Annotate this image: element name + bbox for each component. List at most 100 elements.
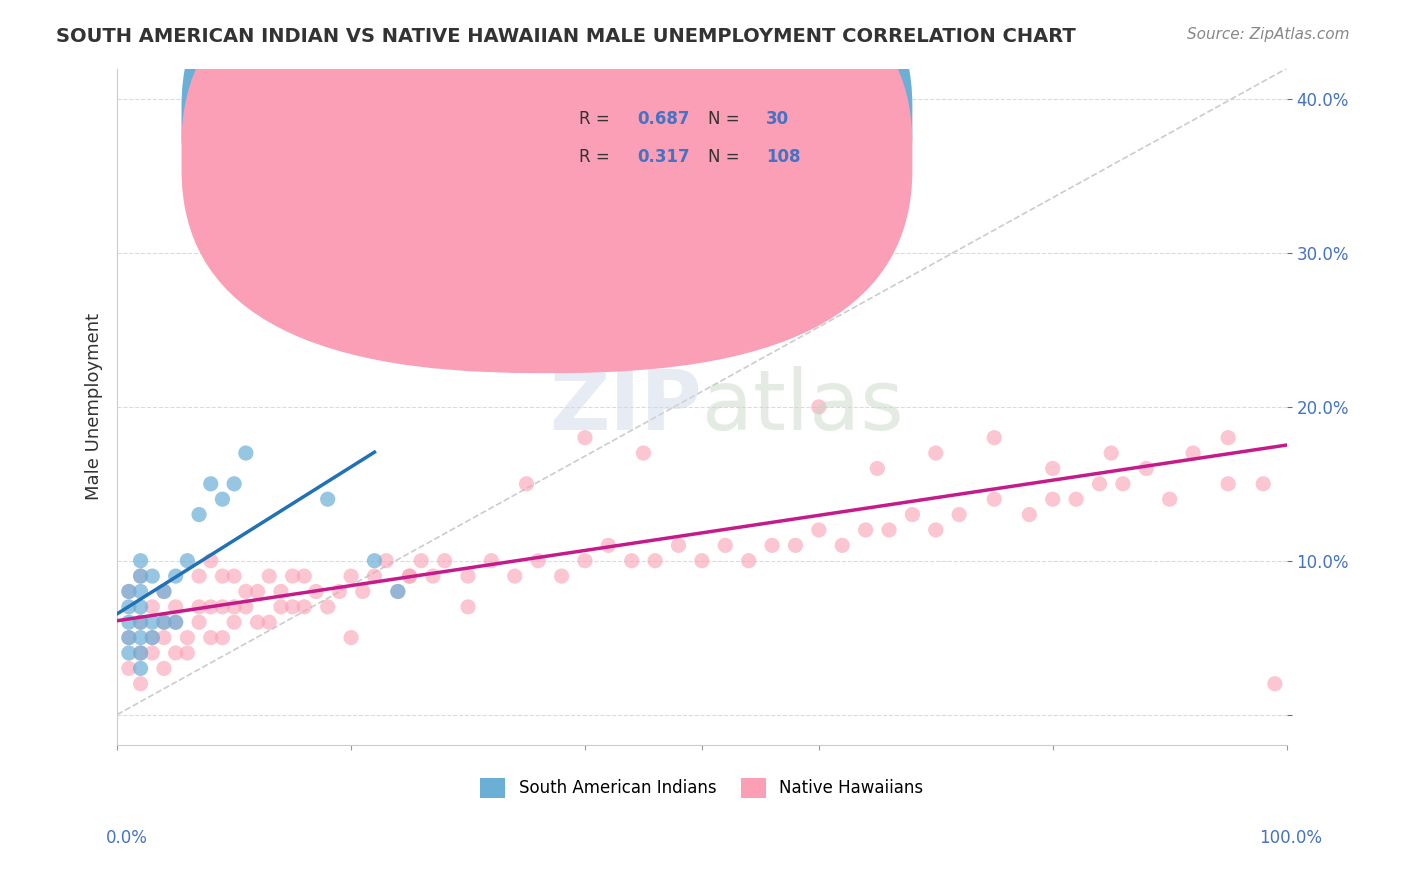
Point xyxy=(807,523,830,537)
Text: 0.0%: 0.0% xyxy=(105,829,148,847)
Point xyxy=(1042,461,1064,475)
Point xyxy=(1159,492,1181,507)
Point xyxy=(527,554,550,568)
Point xyxy=(246,615,269,630)
Text: atlas: atlas xyxy=(702,367,904,448)
Point xyxy=(1264,677,1286,691)
Point xyxy=(411,554,433,568)
Point xyxy=(129,554,152,568)
Point xyxy=(457,569,479,583)
Point xyxy=(129,599,152,614)
Point xyxy=(387,584,409,599)
Point xyxy=(224,615,246,630)
Point xyxy=(211,599,233,614)
Point xyxy=(200,554,222,568)
Point xyxy=(398,569,420,583)
Point xyxy=(620,554,643,568)
Point xyxy=(118,615,141,630)
Point xyxy=(165,646,187,660)
Point xyxy=(246,584,269,599)
Point xyxy=(363,554,385,568)
Text: R =: R = xyxy=(579,147,614,166)
Point xyxy=(200,476,222,491)
Point xyxy=(176,646,198,660)
Point xyxy=(129,646,152,660)
Text: 0.317: 0.317 xyxy=(637,147,690,166)
Point xyxy=(901,508,924,522)
Point xyxy=(141,599,163,614)
Point xyxy=(176,631,198,645)
Point xyxy=(457,599,479,614)
Point xyxy=(257,569,280,583)
Point xyxy=(141,615,163,630)
Point xyxy=(1251,476,1274,491)
Point xyxy=(165,615,187,630)
Point xyxy=(153,584,176,599)
Point xyxy=(714,538,737,552)
Point xyxy=(737,554,759,568)
Point xyxy=(211,631,233,645)
Point xyxy=(270,599,292,614)
Point xyxy=(983,431,1005,445)
Point xyxy=(352,584,374,599)
Point xyxy=(574,554,596,568)
Point xyxy=(141,631,163,645)
Point xyxy=(200,599,222,614)
Point xyxy=(165,599,187,614)
Point xyxy=(141,631,163,645)
Point xyxy=(328,584,350,599)
Text: R =: R = xyxy=(579,111,614,128)
Text: SOUTH AMERICAN INDIAN VS NATIVE HAWAIIAN MALE UNEMPLOYMENT CORRELATION CHART: SOUTH AMERICAN INDIAN VS NATIVE HAWAIIAN… xyxy=(56,27,1076,45)
Point xyxy=(481,554,503,568)
Point xyxy=(316,492,339,507)
Point xyxy=(690,215,713,229)
Point xyxy=(433,554,456,568)
Point xyxy=(1064,492,1087,507)
Point xyxy=(1135,461,1157,475)
Point xyxy=(224,599,246,614)
Point xyxy=(118,631,141,645)
Point xyxy=(1042,492,1064,507)
Point xyxy=(235,599,257,614)
Point xyxy=(785,538,807,552)
Point xyxy=(235,584,257,599)
Point xyxy=(550,569,572,583)
Point xyxy=(292,569,315,583)
Point xyxy=(1216,476,1239,491)
Point xyxy=(644,554,666,568)
Point xyxy=(118,661,141,675)
Point xyxy=(235,446,257,460)
Point xyxy=(211,569,233,583)
Point xyxy=(188,508,211,522)
Point xyxy=(398,569,420,583)
Point xyxy=(141,569,163,583)
Legend: South American Indians, Native Hawaiians: South American Indians, Native Hawaiians xyxy=(474,771,931,805)
Point xyxy=(749,169,772,184)
Point xyxy=(165,615,187,630)
Point xyxy=(129,646,152,660)
Point xyxy=(153,661,176,675)
Point xyxy=(855,523,877,537)
Point xyxy=(281,569,304,583)
Point xyxy=(153,631,176,645)
Point xyxy=(165,569,187,583)
Point xyxy=(503,569,526,583)
Point xyxy=(129,615,152,630)
Point xyxy=(153,615,176,630)
Point xyxy=(188,599,211,614)
Point xyxy=(200,631,222,645)
Point xyxy=(363,569,385,583)
Point xyxy=(925,446,948,460)
Text: Source: ZipAtlas.com: Source: ZipAtlas.com xyxy=(1187,27,1350,42)
Text: 100.0%: 100.0% xyxy=(1258,829,1322,847)
Point xyxy=(188,615,211,630)
Point xyxy=(118,599,141,614)
Point xyxy=(633,446,655,460)
Point xyxy=(375,554,398,568)
FancyBboxPatch shape xyxy=(181,0,912,373)
Point xyxy=(129,569,152,583)
Point xyxy=(292,599,315,614)
Point xyxy=(1112,476,1135,491)
Point xyxy=(948,508,970,522)
FancyBboxPatch shape xyxy=(181,0,912,336)
